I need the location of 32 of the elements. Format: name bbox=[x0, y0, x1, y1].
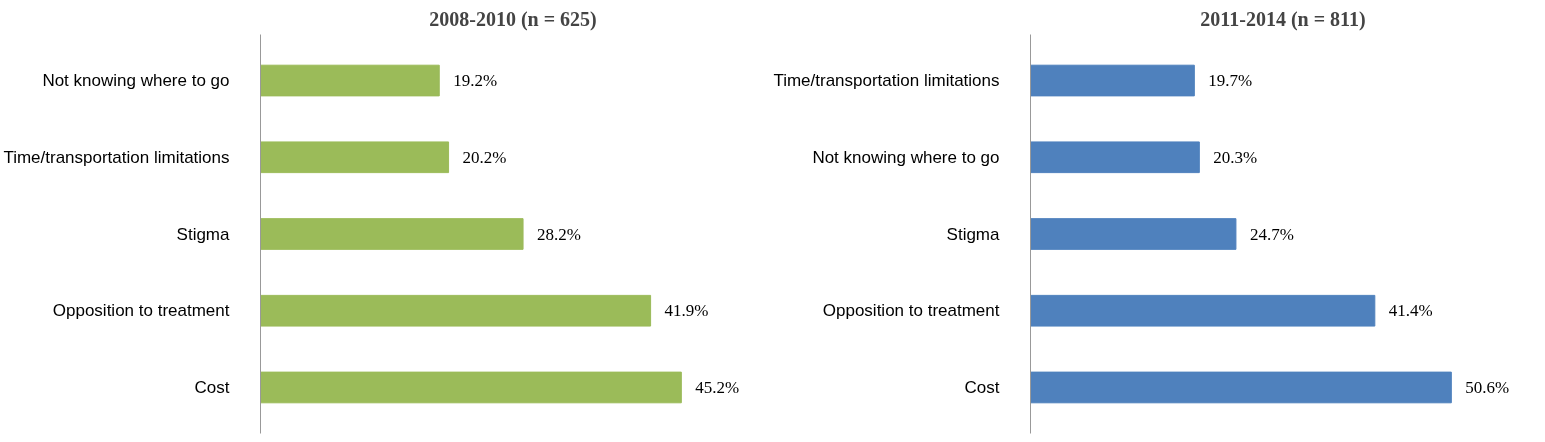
data-label: 20.2% bbox=[462, 147, 507, 167]
bar bbox=[260, 294, 652, 327]
data-label: 19.7% bbox=[1208, 71, 1253, 91]
data-label: 20.3% bbox=[1213, 147, 1258, 167]
y-tick-label: Cost bbox=[194, 377, 230, 397]
y-tick-label: Stigma bbox=[946, 224, 1001, 244]
bar bbox=[260, 218, 524, 250]
chart-title: 2008-2010 (n = 625) bbox=[429, 7, 597, 31]
data-label: 28.2% bbox=[537, 224, 581, 244]
data-label: 45.2% bbox=[695, 377, 740, 397]
data-label: 41.9% bbox=[664, 301, 709, 321]
bar bbox=[1030, 371, 1452, 404]
y-tick-label: Cost bbox=[964, 377, 1000, 397]
bar bbox=[1030, 294, 1376, 327]
y-tick-label: Time/transportation limitations bbox=[3, 147, 230, 167]
bar bbox=[1030, 218, 1237, 250]
y-tick-label: Stigma bbox=[176, 224, 231, 244]
data-label: 41.4% bbox=[1388, 301, 1433, 321]
bar bbox=[1030, 141, 1200, 174]
bar bbox=[260, 371, 682, 404]
y-tick-label: Opposition to treatment bbox=[52, 301, 230, 321]
chart-title: 2011-2014 (n = 811) bbox=[1200, 7, 1366, 31]
y-tick-label: Opposition to treatment bbox=[822, 301, 1000, 321]
y-tick-label: Time/transportation limitations bbox=[773, 71, 1000, 91]
data-label: 19.2% bbox=[453, 71, 498, 91]
data-label: 50.6% bbox=[1465, 377, 1510, 397]
y-tick-label: Not knowing where to go bbox=[812, 147, 1000, 167]
bar bbox=[260, 64, 440, 97]
y-tick-label: Not knowing where to go bbox=[42, 71, 230, 91]
bar bbox=[260, 141, 450, 174]
bar bbox=[1030, 64, 1195, 97]
data-label: 24.7% bbox=[1249, 224, 1294, 244]
